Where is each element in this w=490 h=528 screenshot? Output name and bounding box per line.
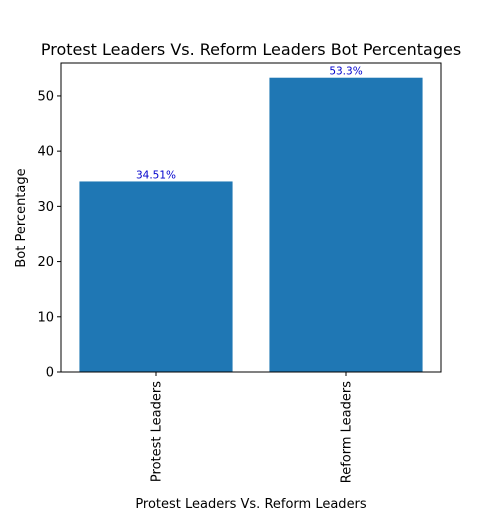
y-tick-label-4: 40 <box>37 145 54 160</box>
y-tick-label-3: 30 <box>37 200 54 215</box>
data-labels: 34.51% 53.3% <box>136 66 363 182</box>
chart-title: Protest Leaders Vs. Reform Leaders Bot P… <box>41 40 461 59</box>
data-label-1: 53.3% <box>329 66 362 78</box>
y-tick-label-5: 50 <box>37 89 54 104</box>
x-tick-label-0: Protest Leaders <box>150 381 165 482</box>
bar-1 <box>269 77 423 372</box>
y-axis-label: Bot Percentage <box>14 168 29 267</box>
bars <box>79 77 423 372</box>
y-tick-label-0: 0 <box>46 366 54 381</box>
x-axis-ticks: Protest Leaders Reform Leaders <box>150 372 355 483</box>
bar-0 <box>79 181 233 372</box>
data-label-0: 34.51% <box>136 169 176 181</box>
y-tick-label-1: 10 <box>37 310 54 325</box>
y-axis-ticks: 0 10 20 30 40 50 <box>37 89 61 381</box>
x-axis-label: Protest Leaders Vs. Reform Leaders <box>135 497 367 512</box>
plot-area-frame <box>60 62 442 373</box>
x-tick-label-1: Reform Leaders <box>340 381 355 483</box>
y-tick-label-2: 20 <box>37 255 54 270</box>
